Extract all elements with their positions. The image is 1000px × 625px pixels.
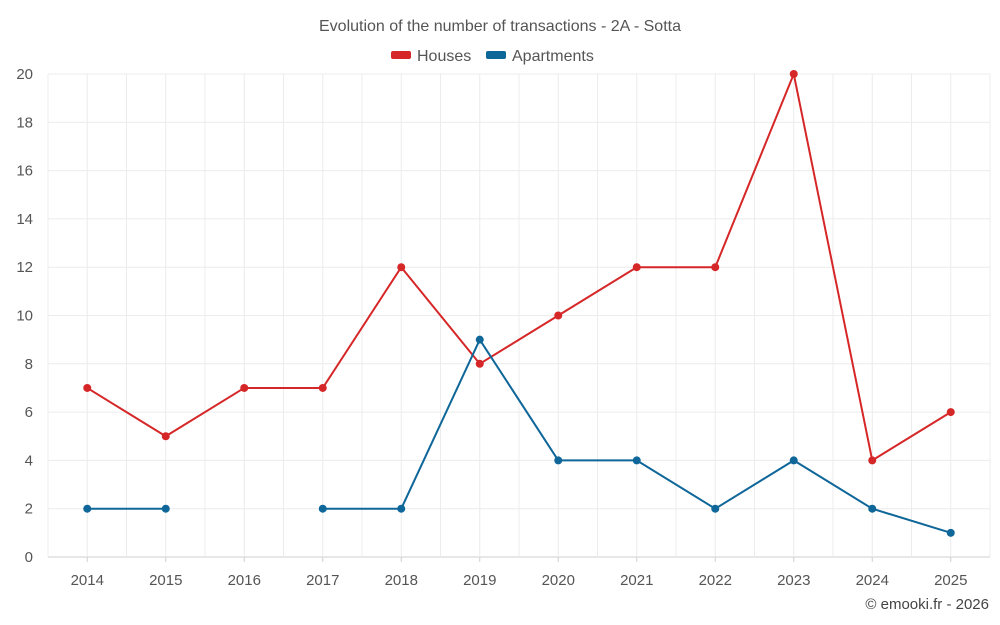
x-tick-label: 2025 — [934, 572, 967, 589]
data-point-apartments[interactable] — [318, 504, 327, 513]
y-tick-label: 18 — [16, 114, 33, 131]
y-tick-label: 16 — [16, 163, 33, 180]
x-tick-label: 2014 — [71, 572, 104, 589]
data-point-apartments[interactable] — [554, 456, 563, 465]
x-tick-label: 2017 — [306, 572, 339, 589]
data-point-houses[interactable] — [554, 311, 563, 320]
data-point-houses[interactable] — [868, 456, 877, 465]
chart-credit: © emooki.fr - 2026 — [865, 596, 989, 613]
legend-label-houses[interactable]: Houses — [417, 48, 471, 65]
y-axis: 0 2 4 6 8 10 12 14 16 18 20 — [16, 66, 33, 566]
data-point-houses[interactable] — [240, 383, 249, 392]
x-tick-label: 2018 — [385, 572, 418, 589]
x-tick-label: 2023 — [777, 572, 810, 589]
x-tick-label: 2021 — [620, 572, 653, 589]
y-tick-label: 14 — [16, 211, 33, 228]
x-tick-label: 2020 — [542, 572, 575, 589]
legend-label-apartments[interactable]: Apartments — [512, 48, 594, 65]
data-point-apartments[interactable] — [83, 504, 92, 513]
legend-swatch-houses — [391, 51, 411, 59]
data-point-apartments[interactable] — [161, 504, 170, 513]
chart-legend: Houses Apartments — [391, 48, 594, 65]
y-tick-label: 12 — [16, 259, 33, 276]
data-point-houses[interactable] — [397, 263, 406, 272]
data-point-houses[interactable] — [161, 432, 170, 441]
x-tick-label: 2019 — [463, 572, 496, 589]
y-tick-label: 4 — [25, 452, 33, 469]
data-point-houses[interactable] — [789, 70, 798, 78]
data-point-houses[interactable] — [318, 383, 327, 392]
legend-swatch-apartments — [486, 51, 506, 59]
y-tick-label: 2 — [25, 501, 33, 518]
data-point-apartments[interactable] — [397, 504, 406, 513]
grid-layer — [47, 73, 991, 558]
x-tick-label: 2024 — [856, 572, 889, 589]
data-point-apartments[interactable] — [475, 335, 484, 344]
y-tick-label: 20 — [16, 66, 33, 83]
y-tick-label: 10 — [16, 308, 33, 325]
data-point-apartments[interactable] — [632, 456, 641, 465]
data-point-houses[interactable] — [946, 408, 955, 417]
y-tick-label: 0 — [25, 549, 33, 566]
x-tick-label: 2022 — [699, 572, 732, 589]
y-tick-label: 8 — [25, 356, 33, 373]
data-point-apartments[interactable] — [789, 456, 798, 465]
data-point-houses[interactable] — [83, 383, 92, 392]
data-point-apartments[interactable] — [946, 528, 955, 537]
x-axis: 2014 2015 2016 2017 2018 2019 2020 2021 2022 2023… — [71, 557, 967, 589]
data-point-houses[interactable] — [711, 263, 720, 272]
data-point-apartments[interactable] — [711, 504, 720, 513]
y-tick-label: 6 — [25, 404, 33, 421]
x-tick-label: 2015 — [149, 572, 182, 589]
data-point-houses[interactable] — [475, 359, 484, 368]
series-line-houses — [86, 73, 952, 462]
x-tick-label: 2016 — [228, 572, 261, 589]
data-point-apartments[interactable] — [868, 504, 877, 513]
series-layer — [83, 70, 955, 537]
data-point-houses[interactable] — [632, 263, 641, 272]
chart-title: Evolution of the number of transactions … — [319, 18, 681, 35]
